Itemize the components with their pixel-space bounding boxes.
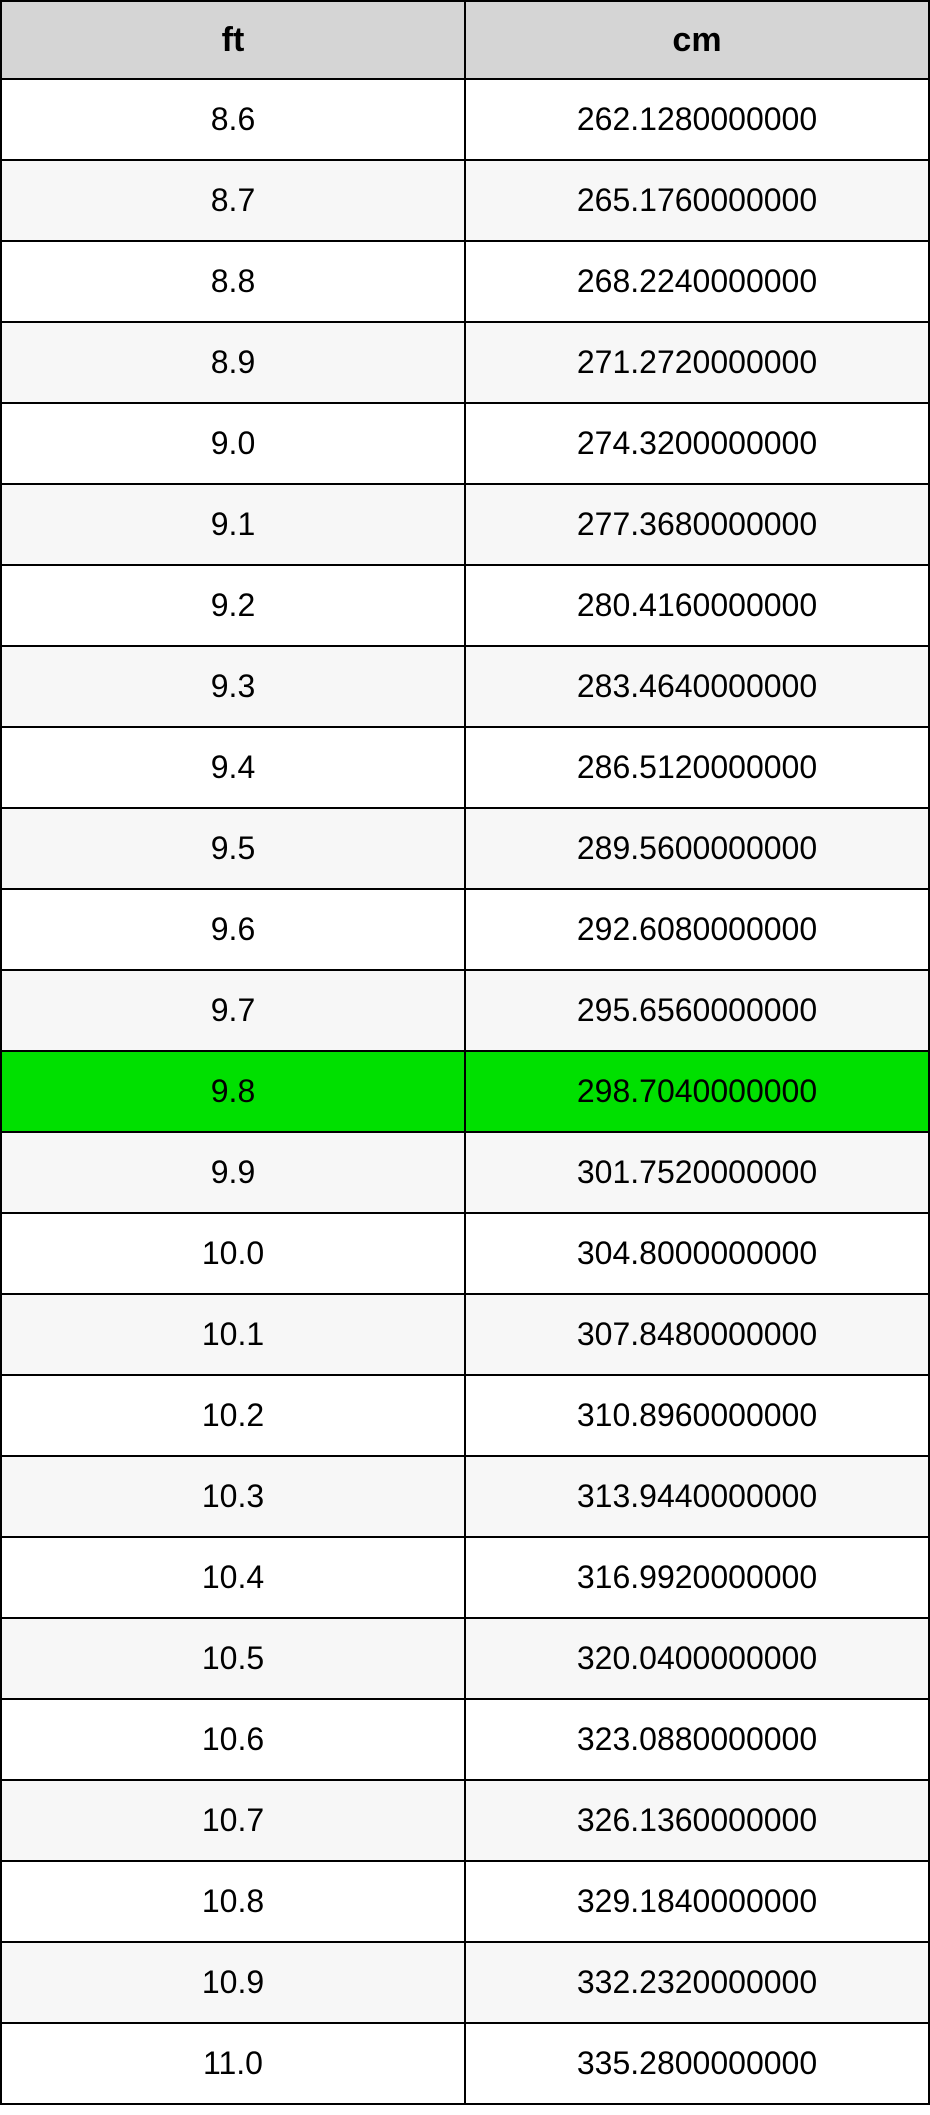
column-header-ft: ft [1,1,465,79]
table-row: 11.0335.2800000000 [1,2023,929,2104]
cell-cm: 292.6080000000 [465,889,929,970]
table-row: 10.8329.1840000000 [1,1861,929,1942]
cell-ft: 10.3 [1,1456,465,1537]
cell-cm: 326.1360000000 [465,1780,929,1861]
cell-cm: 310.8960000000 [465,1375,929,1456]
cell-ft: 10.7 [1,1780,465,1861]
cell-ft: 8.8 [1,241,465,322]
cell-cm: 271.2720000000 [465,322,929,403]
cell-ft: 9.4 [1,727,465,808]
cell-ft: 9.1 [1,484,465,565]
cell-cm: 335.2800000000 [465,2023,929,2104]
table-row: 9.4286.5120000000 [1,727,929,808]
cell-cm: 298.7040000000 [465,1051,929,1132]
table-row: 10.6323.0880000000 [1,1699,929,1780]
table-header-row: ft cm [1,1,929,79]
table-row: 10.1307.8480000000 [1,1294,929,1375]
cell-cm: 307.8480000000 [465,1294,929,1375]
cell-ft: 8.9 [1,322,465,403]
column-header-cm: cm [465,1,929,79]
cell-ft: 8.7 [1,160,465,241]
table-row: 8.6262.1280000000 [1,79,929,160]
table-row: 8.9271.2720000000 [1,322,929,403]
cell-ft: 9.3 [1,646,465,727]
cell-ft: 10.0 [1,1213,465,1294]
table-row: 9.5289.5600000000 [1,808,929,889]
cell-cm: 313.9440000000 [465,1456,929,1537]
cell-ft: 11.0 [1,2023,465,2104]
table-row: 9.0274.3200000000 [1,403,929,484]
cell-ft: 10.9 [1,1942,465,2023]
cell-ft: 10.4 [1,1537,465,1618]
table-row: 8.7265.1760000000 [1,160,929,241]
conversion-table: ft cm 8.6262.12800000008.7265.1760000000… [0,0,930,2105]
cell-ft: 9.8 [1,1051,465,1132]
table-row: 9.6292.6080000000 [1,889,929,970]
cell-ft: 9.9 [1,1132,465,1213]
table-row: 10.2310.8960000000 [1,1375,929,1456]
cell-ft: 10.2 [1,1375,465,1456]
cell-ft: 10.1 [1,1294,465,1375]
table-row: 8.8268.2240000000 [1,241,929,322]
cell-cm: 304.8000000000 [465,1213,929,1294]
table-row: 10.0304.8000000000 [1,1213,929,1294]
cell-ft: 8.6 [1,79,465,160]
cell-ft: 9.5 [1,808,465,889]
table-row: 10.3313.9440000000 [1,1456,929,1537]
cell-cm: 316.9920000000 [465,1537,929,1618]
table-row: 10.9332.2320000000 [1,1942,929,2023]
cell-cm: 280.4160000000 [465,565,929,646]
cell-ft: 9.0 [1,403,465,484]
table-row: 10.7326.1360000000 [1,1780,929,1861]
table-row: 9.9301.7520000000 [1,1132,929,1213]
cell-cm: 283.4640000000 [465,646,929,727]
table-row: 9.7295.6560000000 [1,970,929,1051]
cell-cm: 289.5600000000 [465,808,929,889]
cell-ft: 10.8 [1,1861,465,1942]
cell-cm: 274.3200000000 [465,403,929,484]
cell-ft: 10.5 [1,1618,465,1699]
cell-cm: 295.6560000000 [465,970,929,1051]
cell-cm: 277.3680000000 [465,484,929,565]
table-row: 9.2280.4160000000 [1,565,929,646]
cell-cm: 301.7520000000 [465,1132,929,1213]
cell-ft: 9.6 [1,889,465,970]
table-row: 10.4316.9920000000 [1,1537,929,1618]
cell-cm: 286.5120000000 [465,727,929,808]
cell-cm: 268.2240000000 [465,241,929,322]
cell-cm: 265.1760000000 [465,160,929,241]
cell-ft: 9.2 [1,565,465,646]
cell-ft: 9.7 [1,970,465,1051]
table-row: 10.5320.0400000000 [1,1618,929,1699]
cell-cm: 262.1280000000 [465,79,929,160]
cell-cm: 320.0400000000 [465,1618,929,1699]
table-body: 8.6262.12800000008.7265.17600000008.8268… [1,79,929,2104]
table-row: 9.1277.3680000000 [1,484,929,565]
table-row: 9.3283.4640000000 [1,646,929,727]
cell-cm: 323.0880000000 [465,1699,929,1780]
cell-ft: 10.6 [1,1699,465,1780]
cell-cm: 332.2320000000 [465,1942,929,2023]
cell-cm: 329.1840000000 [465,1861,929,1942]
table-row: 9.8298.7040000000 [1,1051,929,1132]
